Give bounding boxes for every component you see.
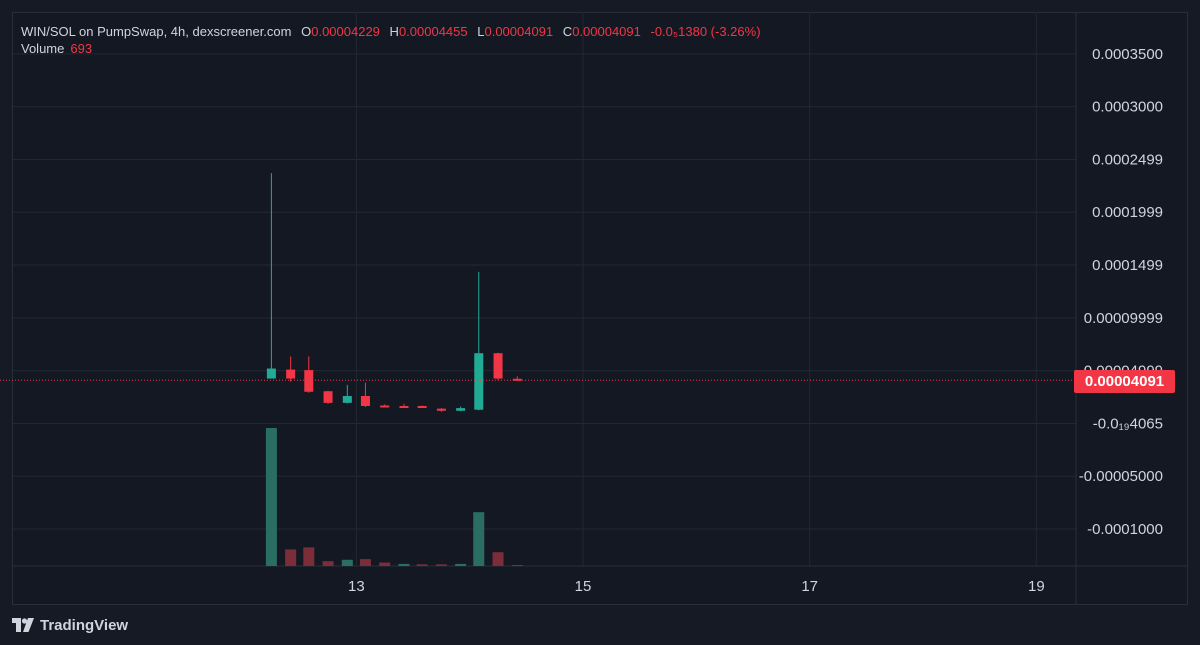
volume-bar [322,561,334,566]
symbol-title: WIN/SOL on PumpSwap, 4h, dexscreener.com [21,24,292,39]
tradingview-logo-icon [12,618,34,632]
candle-body [360,395,370,407]
price-axis-label: -0.0₁₉4065 [1093,415,1163,432]
volume-bar [511,565,523,566]
high-value: 0.00004455 [398,24,468,39]
price-axis-label: 0.0001499 [1092,257,1163,274]
volume-bar [265,428,277,566]
candle-body [323,391,333,403]
volume-bar [359,559,371,566]
volume-bar [285,549,297,566]
price-axis-label: 0.0002499 [1092,151,1163,168]
price-axis-label: -0.0001000 [1087,521,1163,538]
ohlc-legend: WIN/SOL on PumpSwap, 4h, dexscreener.com… [21,21,761,42]
low-label: L [477,24,485,39]
open-value: 0.00004229 [311,24,380,39]
candle-body [380,405,390,408]
volume-bar [398,563,410,566]
volume-bar [341,559,353,566]
price-axis-label: 0.0001999 [1092,204,1163,221]
price-axis-label: 0.00009999 [1084,310,1163,327]
volume-bar [435,564,447,566]
candle-body [266,368,276,379]
price-axis-label: 0.0003500 [1092,46,1163,63]
volume-bar [379,562,391,566]
candle-body [399,406,409,409]
time-axis-label: 17 [801,578,818,595]
price-axis-label: -0.00005000 [1079,468,1163,485]
volume-bar [492,552,504,566]
candle-body [493,353,503,379]
candle-body [512,378,522,381]
candle-body [474,353,484,410]
volume-bar [416,564,428,566]
time-axis-label: 19 [1028,578,1045,595]
volume-value: 693 [70,41,93,56]
high-label: H [389,24,399,39]
candle-body [436,408,446,411]
tradingview-brand[interactable]: TradingView [12,614,128,636]
volume-bar [473,512,485,566]
change-value: -0.0₅1380 (-3.26%) [650,24,761,39]
close-value: 0.00004091 [572,24,641,39]
open-label: O [301,24,312,39]
brand-name: TradingView [40,616,129,634]
volume-legend: Volume 693 [21,41,92,56]
low-value: 0.00004091 [484,24,554,39]
last-price-tag: 0.00004091 [1074,370,1175,393]
price-axis-label: 0.0003000 [1092,99,1163,116]
candle-body [286,369,296,379]
volume-label: Volume [21,41,65,56]
candle-body [304,370,314,392]
time-axis-label: 15 [575,578,592,595]
chart-panel[interactable] [12,12,1188,605]
candle-body [456,408,466,411]
volume-bar [303,547,315,566]
candle-body [342,395,352,403]
volume-bar [455,563,467,566]
candle-body [417,406,427,409]
time-axis-label: 13 [348,578,365,595]
close-label: C [562,24,573,39]
